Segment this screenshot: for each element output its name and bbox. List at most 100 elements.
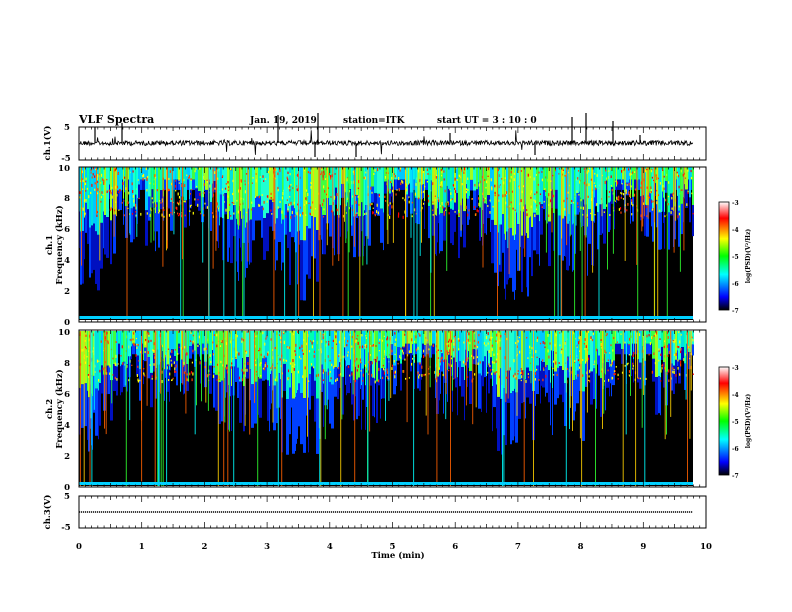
spectrogram-cell [548, 355, 550, 359]
spectrogram-cell [686, 332, 688, 336]
spectrogram-cell [331, 384, 334, 429]
spectrogram-cell [664, 340, 666, 343]
spectrogram-cell [391, 349, 393, 353]
spectrogram-cell [448, 364, 450, 367]
spectrogram-cell [287, 208, 289, 210]
spectrogram-cell [680, 167, 683, 204]
spectrogram-cell [180, 184, 182, 188]
spectrogram-cell [600, 343, 602, 347]
spectrogram-cell [237, 224, 238, 273]
spectrogram-cell [292, 331, 295, 399]
spectrogram-cell [233, 203, 235, 206]
spectrogram-cell [518, 331, 521, 380]
spectrogram-cell [303, 167, 306, 241]
spectrogram-cell [178, 343, 181, 355]
spectrogram-cell [489, 365, 491, 368]
spectrogram-cell [169, 355, 171, 359]
spectrogram-cell [531, 226, 533, 277]
spectrogram-cell [158, 167, 160, 212]
spectrogram-cell [439, 214, 440, 254]
spectrogram-cell [678, 212, 680, 216]
spectrogram-cell [526, 167, 527, 234]
spectrogram-cell [114, 185, 116, 189]
spectrogram-streak [406, 331, 408, 423]
spectrogram-cell [657, 194, 659, 197]
spectrogram-cell [262, 358, 265, 381]
spectrogram-cell [263, 367, 266, 371]
spectrogram-cell [337, 331, 339, 369]
spectrogram-cell [682, 173, 684, 177]
spectrogram-cell [221, 380, 224, 422]
spectrogram-cell [454, 167, 456, 203]
spectrogram-cell [389, 202, 391, 205]
spectrogram-streak [257, 331, 259, 486]
spectrogram-cell [432, 344, 434, 347]
spectrogram-cell [458, 348, 460, 351]
spectrogram-cell [310, 185, 312, 189]
spectrogram-streak [182, 167, 184, 320]
spectrogram-streak [465, 331, 467, 406]
spectrogram-cell [590, 336, 592, 339]
spectrogram-cell [582, 374, 584, 377]
spectrogram-cell [398, 177, 400, 179]
spectrogram-cell [108, 331, 110, 366]
spectrogram-cell [174, 180, 177, 182]
spectrogram-cell [678, 210, 680, 247]
spectrogram-cell [301, 349, 303, 352]
spectrogram-cell [485, 186, 487, 189]
spectrogram-cell [178, 346, 180, 348]
spectrogram-cell [112, 374, 114, 376]
spectrogram-cell [242, 215, 244, 219]
spectrogram-streak [157, 331, 159, 486]
spectrogram-cell [298, 355, 301, 359]
spectrogram-cell [88, 195, 90, 199]
spectrogram-cell [377, 167, 380, 194]
spectrogram-cell [104, 215, 106, 255]
spectrogram-cell [384, 167, 387, 182]
spectrogram-cell [463, 167, 466, 212]
spectrogram-cell [448, 363, 450, 365]
spectrogram-cell [220, 360, 222, 364]
spectrogram-cell [481, 331, 482, 376]
spectrogram-cell [424, 331, 426, 346]
spectrogram-cell [521, 370, 523, 373]
ch1-spectrogram-ticks [78, 167, 707, 322]
spectrogram-cell [135, 211, 137, 213]
spectrogram-cell [144, 177, 146, 180]
spectrogram-streak [581, 331, 583, 486]
spectrogram-cell [132, 170, 134, 173]
spectrogram-cell [465, 188, 468, 191]
spectrogram-cell [118, 209, 120, 211]
spectrogram-streak [433, 167, 435, 320]
spectrogram-cell [322, 174, 324, 178]
spectrogram-cell [364, 167, 365, 211]
spectrogram-cell [200, 359, 201, 384]
spectrogram-cell [135, 203, 137, 207]
spectrogram-cell [294, 208, 295, 243]
spectrogram-cell [115, 341, 117, 343]
spectrogram-cell [512, 331, 514, 392]
spectrogram-cell [607, 369, 609, 372]
spectrogram-cell [653, 352, 655, 355]
spectrogram-cell [124, 180, 125, 193]
spectrogram-cell [112, 167, 113, 190]
spectrogram-cell [487, 167, 490, 171]
spectrogram-cell [467, 361, 468, 387]
spectrogram-cell [301, 344, 303, 348]
spectrogram-cell [308, 397, 309, 453]
spectrogram-cell [560, 350, 562, 354]
spectrogram-cell [299, 206, 301, 209]
spectrogram-cell [417, 198, 420, 225]
spectrogram-cell [684, 177, 687, 179]
spectrogram-cell [649, 343, 651, 355]
spectrogram-cell [306, 167, 308, 227]
spectrogram-cell [134, 344, 136, 347]
spectrogram-cell [200, 212, 202, 215]
spectrogram-cell [580, 199, 582, 202]
spectrogram-cell [387, 376, 389, 380]
spectrogram-streak [167, 167, 168, 249]
spectrogram-cell [97, 167, 100, 235]
spectrogram-cell [448, 188, 450, 207]
spectrogram-cell [443, 211, 445, 213]
spectrogram-cell [663, 197, 664, 224]
